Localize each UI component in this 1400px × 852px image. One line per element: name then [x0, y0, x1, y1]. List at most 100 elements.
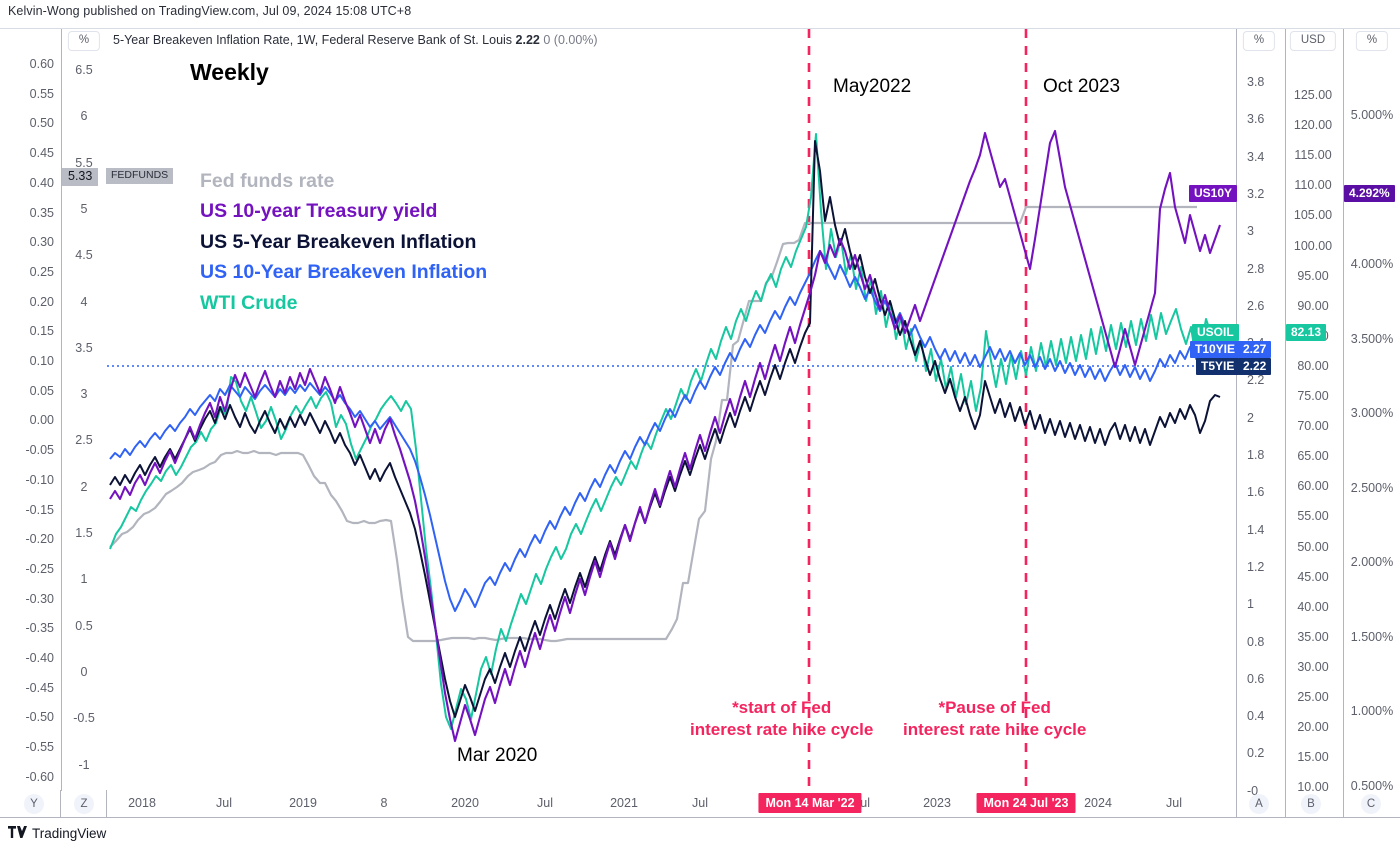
tick-left0-5: 0.35: [29, 205, 54, 220]
chart-change: 0 (0.00%): [543, 33, 598, 47]
tradingview-wordmark: TradingView: [32, 826, 107, 841]
tick-righta-10: 1.8: [1247, 448, 1265, 462]
tick-left0-2: 0.50: [29, 116, 54, 131]
annotation-start-hike-line2: interest rate hike cycle: [690, 719, 874, 739]
annotation-pause-hike-line2: interest rate hike cycle: [903, 719, 1087, 739]
tick-rightb-23: 10.00: [1297, 780, 1329, 795]
tick-rightb-1: 120.00: [1293, 118, 1333, 133]
tick-left1-5: 4: [80, 294, 88, 309]
legend-item-us10y-treasury: US 10-year Treasury yield: [200, 200, 438, 223]
tick-rightc-2: 4.000%: [1350, 257, 1394, 271]
tick-righta-11: 1.6: [1247, 485, 1265, 500]
tick-righta-5: 2.8: [1247, 261, 1265, 276]
tick-left1-7: 3: [80, 387, 88, 402]
tick-left0-7: 0.25: [29, 264, 54, 279]
series-legend: Fed funds rate US 10-year Treasury yield…: [200, 166, 487, 318]
tick-rightb-7: 90.00: [1297, 298, 1329, 313]
tick-righta-14: 1: [1247, 597, 1254, 612]
tick-left0-3: 0.45: [29, 146, 54, 161]
tick-rightb-17: 40.00: [1297, 599, 1329, 614]
annotation-start-hike: *start of Fed interest rate hike cycle: [690, 697, 873, 741]
tick-righta-16: 0.6: [1247, 671, 1265, 686]
annotation-pause-hike: *Pause of Fed interest rate hike cycle: [903, 697, 1086, 741]
time-label-2024: 2024: [1084, 796, 1112, 810]
legend-item-us10y-breakeven: US 10-Year Breakeven Inflation: [200, 261, 488, 284]
tick-righta-19: -0: [1247, 783, 1259, 798]
time-label-2023: 2023: [923, 796, 951, 810]
tick-left1-9: 2: [80, 479, 88, 494]
tick-left0-11: 0.05: [29, 383, 54, 398]
tick-left1-14: -0.5: [73, 711, 95, 726]
price-scale-right-a[interactable]: % 3.83.63.43.232.82.62.42.221.81.61.41.2…: [1236, 29, 1281, 798]
tag-usoil-value: 82.13: [1286, 324, 1327, 342]
tick-rightc-3: 3.500%: [1350, 331, 1394, 346]
time-label-jul-1: Jul: [216, 796, 232, 810]
legend-item-fed-funds-rate: Fed funds rate: [200, 170, 335, 192]
series-wti-crude: [109, 133, 1217, 730]
tick-left1-0: 6.5: [75, 63, 93, 77]
tick-rightb-2: 115.00: [1294, 148, 1332, 163]
tick-left1-13: 0: [80, 664, 88, 679]
price-scale-right-c[interactable]: % 5.000%4.500%4.000%3.500%3.000%2.500%2.…: [1343, 29, 1400, 793]
time-label-2018: 2018: [128, 796, 156, 810]
annotation-start-hike-line1: *start of Fed: [732, 698, 832, 717]
tag-usoil-ticker: USOIL: [1192, 324, 1239, 342]
tick-righta-12: 1.4: [1247, 522, 1265, 537]
tick-righta-2: 3.4: [1247, 149, 1265, 164]
tick-left1-10: 1.5: [75, 526, 93, 540]
series-fed-funds-rate: [109, 205, 1197, 643]
chart-last-value: 2.22: [515, 33, 540, 47]
plot-area[interactable]: [107, 29, 1236, 791]
tick-rightb-22: 15.00: [1297, 750, 1329, 765]
scale-unit-right-a: %: [1242, 31, 1276, 51]
tick-left0-4: 0.40: [29, 175, 54, 190]
chart-title-bar: 5-Year Breakeven Inflation Rate, 1W, Fed…: [113, 33, 598, 47]
time-label-jul-2: Jul: [537, 796, 553, 810]
tick-left1-2: 5.5: [75, 155, 93, 170]
tick-rightb-12: 65.00: [1297, 449, 1329, 464]
tag-t5yie-ticker: T5YIE: [1196, 358, 1240, 376]
weekly-label: Weekly: [190, 59, 269, 85]
tick-rightb-15: 50.00: [1297, 539, 1329, 554]
tick-rightb-21: 20.00: [1297, 720, 1329, 735]
tick-left1-15: -1: [78, 757, 90, 772]
tick-rightc-8: 1.000%: [1350, 704, 1394, 718]
tick-left1-4: 4.5: [75, 248, 93, 263]
axis-button-a[interactable]: A: [1249, 794, 1269, 814]
tick-rightb-11: 70.00: [1297, 419, 1329, 434]
axis-button-y[interactable]: Y: [24, 794, 44, 814]
tick-righta-6: 2.6: [1247, 298, 1265, 313]
time-label-jul-3: Jul: [692, 796, 708, 810]
tick-rightb-3: 110.00: [1294, 178, 1332, 193]
axis-separator-4: [1285, 790, 1286, 818]
annotation-may-2022: May2022: [833, 76, 912, 97]
tick-rightc-4: 3.000%: [1350, 406, 1394, 420]
price-scale-right-b[interactable]: USD 125.00 120.00 115.00 110.00 105.00 100.00…: [1285, 29, 1340, 795]
series-us-10y-breakeven: [109, 250, 1221, 612]
time-axis[interactable]: Y Z A B C 2018 Jul 2019 8 2020 Jul 2021 …: [0, 790, 1400, 818]
tick-left0-19: -0.35: [25, 621, 55, 636]
scale-unit-right-b: USD: [1289, 31, 1337, 51]
tick-righta-1: 3.6: [1247, 112, 1265, 127]
axis-separator-1: [60, 790, 61, 818]
tick-rightb-0: 125.00: [1293, 88, 1333, 102]
time-label-2020: 2020: [451, 796, 479, 810]
axis-button-c[interactable]: C: [1361, 794, 1381, 814]
tag-t5yie-value: 2.22: [1238, 358, 1272, 376]
tick-left1-1: 6: [80, 109, 88, 124]
tradingview-mark-icon: [8, 826, 27, 841]
tick-rightb-13: 60.00: [1297, 479, 1329, 494]
tick-rightb-9: 80.00: [1297, 358, 1329, 373]
tick-rightb-14: 55.00: [1297, 509, 1329, 524]
axis-button-z[interactable]: Z: [74, 794, 94, 814]
axis-button-b[interactable]: B: [1301, 794, 1321, 814]
tick-righta-0: 3.8: [1247, 75, 1265, 89]
price-scale-left-0[interactable]: 0.60 0.55 0.50 0.45 0.40 0.35 0.30 0.25 0.20 0.15…: [0, 29, 60, 791]
tick-left0-16: -0.20: [25, 532, 55, 547]
axis-separator-3: [1236, 790, 1237, 818]
price-scale-left-1[interactable]: % 6.5 6 5.5 5 4.5 4 3.5 3 2.5 2 1.5 1 0.5 0 -0.5 -1: [61, 29, 106, 791]
axis-separator-5: [1343, 790, 1344, 818]
tick-left0-1: 0.55: [29, 86, 54, 101]
tick-rightb-16: 45.00: [1297, 569, 1329, 584]
annotation-pause-hike-line1: *Pause of Fed: [938, 698, 1051, 717]
